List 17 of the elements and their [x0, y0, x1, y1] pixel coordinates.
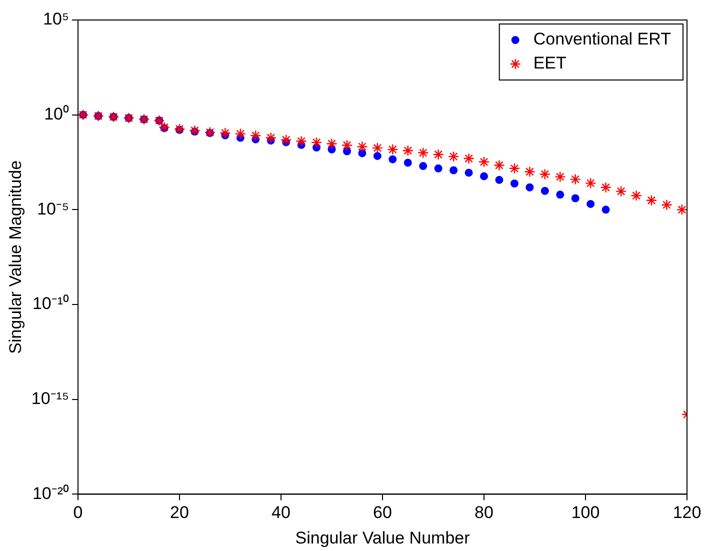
y-tick-label: 10⁻¹⁵ [31, 389, 70, 408]
x-axis-title: Singular Value Number [295, 528, 470, 548]
x-tick-label: 60 [373, 503, 392, 522]
y-tick-label: 10⁻¹⁰ [32, 294, 70, 314]
y-axis-title: Singular Value Magnitude [6, 160, 25, 354]
x-tick-label: 20 [170, 503, 189, 522]
x-tick-label: 120 [672, 503, 702, 522]
x-tick-label: 40 [272, 503, 290, 522]
y-tick-label: 10⁻²⁰ [32, 484, 70, 503]
y-tick-label: 10⁰ [44, 104, 70, 124]
x-tick-label: 80 [474, 503, 494, 522]
x-tick-label: 100 [571, 503, 600, 522]
x-tick-label: 0 [73, 503, 83, 522]
y-tick-label: 10⁵ [43, 10, 70, 29]
legend-label: Conventional ERT [533, 30, 672, 49]
y-tick-label: 10⁻⁵ [37, 199, 70, 218]
legend-label: EET [533, 54, 566, 73]
